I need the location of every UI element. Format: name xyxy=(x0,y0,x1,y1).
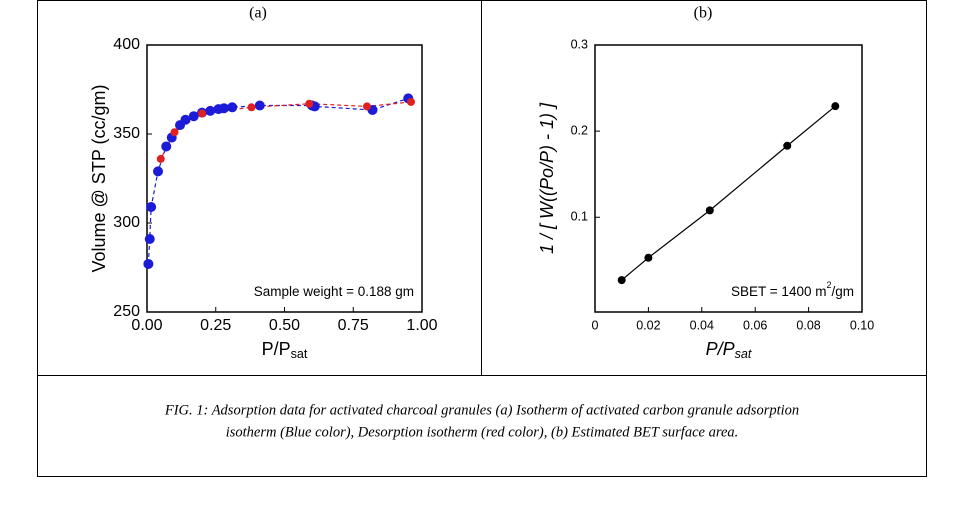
y-axis-label: Volume @ STP (cc/gm) xyxy=(89,85,109,273)
y-tick-label: 0.1 xyxy=(571,210,588,224)
data-point xyxy=(617,276,626,285)
x-tick-label: 0.04 xyxy=(690,318,714,332)
data-point xyxy=(180,114,191,125)
x-tick-label: 0.25 xyxy=(200,317,231,334)
data-point xyxy=(305,99,314,108)
plot-frame xyxy=(146,44,423,313)
y-tick-label: 250 xyxy=(113,303,140,320)
annotation-text: SBET = 1400 m xyxy=(731,284,826,299)
annotation-text: Sample weight = 0.188 gm xyxy=(254,284,414,299)
series-line xyxy=(621,105,836,281)
caption-line: FIG. 1: Adsorption data for activated ch… xyxy=(164,402,799,418)
data-point xyxy=(205,105,216,116)
data-point xyxy=(143,258,154,269)
data-point xyxy=(219,103,229,114)
x-tick-label: 0.08 xyxy=(796,318,820,332)
x-tick-label: 0.75 xyxy=(338,317,369,334)
data-point xyxy=(170,128,179,137)
data-point xyxy=(407,97,415,106)
x-axis-label-sub: sat xyxy=(291,347,308,361)
annotation: SBET = 1400 m2/gm xyxy=(731,280,854,298)
data-point xyxy=(153,166,163,177)
data-point xyxy=(705,206,714,215)
data-point xyxy=(161,141,172,152)
y-tick-label: 300 xyxy=(113,214,140,231)
data-point xyxy=(188,111,199,122)
x-tick-label: 0.06 xyxy=(743,318,767,332)
x-tick-label: 1.00 xyxy=(406,317,437,334)
data-point xyxy=(227,102,238,113)
annotation: Sample weight = 0.188 gm xyxy=(254,284,414,299)
annotation-tail: /gm xyxy=(831,284,854,299)
annotation-sup: 2 xyxy=(826,280,831,290)
panel-label: (a) xyxy=(249,5,267,22)
data-point xyxy=(363,102,371,111)
data-point xyxy=(831,102,840,111)
data-point xyxy=(144,234,155,245)
x-axis-label-text: P/P xyxy=(262,339,291,359)
y-tick-label: 0.2 xyxy=(571,123,588,137)
x-axis-label: P/Psat xyxy=(706,339,752,362)
data-point xyxy=(783,141,792,150)
data-point xyxy=(247,103,256,112)
x-tick-label: 0.00 xyxy=(131,317,162,334)
y-tick-label: 350 xyxy=(113,125,140,142)
x-tick-label: 0.02 xyxy=(636,318,660,332)
y-tick-label: 0.3 xyxy=(571,37,588,51)
data-point xyxy=(156,154,165,163)
x-tick-label: 0.50 xyxy=(269,317,300,334)
data-point xyxy=(198,109,206,118)
x-axis-label-text: P/P xyxy=(706,339,735,359)
x-tick-label: 0 xyxy=(592,318,599,332)
y-tick-label: 400 xyxy=(113,36,140,53)
data-point xyxy=(644,253,653,262)
x-tick-label: 0.10 xyxy=(850,318,874,332)
data-point xyxy=(146,201,157,212)
panel-label: (b) xyxy=(694,5,713,22)
caption-line: isotherm (Blue color), Desorption isothe… xyxy=(226,424,739,440)
plot-frame xyxy=(594,44,863,313)
y-axis-label: 1 / [ W((Po/P) - 1) ] xyxy=(537,102,557,254)
x-axis-label: P/Psat xyxy=(262,339,308,362)
data-point xyxy=(254,100,265,111)
x-axis-label-sub: sat xyxy=(735,347,752,361)
